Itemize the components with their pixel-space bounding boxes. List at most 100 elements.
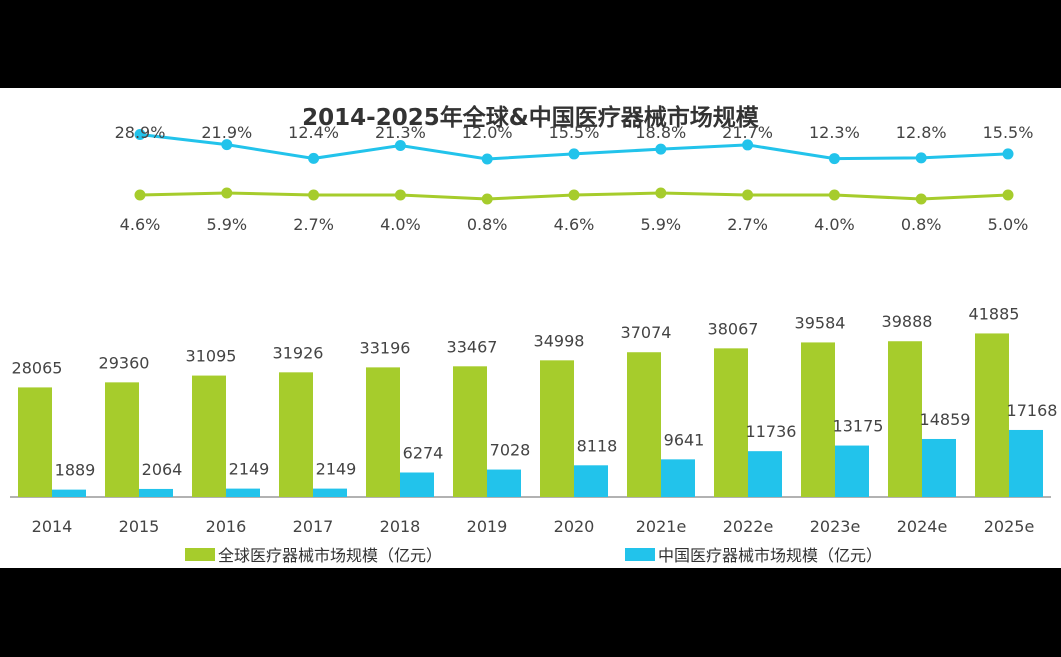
bar-global [366,367,400,497]
legend-label-global: 全球医疗器械市场规模（亿元） [218,546,443,565]
data-label-china: 7028 [490,441,531,460]
growth-china-label: 0.8% [901,215,942,234]
data-label-china: 14859 [920,410,971,429]
growth-global-label: 21.9% [201,123,252,142]
growth-china-label: 2.7% [293,215,334,234]
x-tick-label: 2015 [119,517,160,536]
bar-global [888,341,922,497]
data-label-china: 8118 [577,436,618,455]
data-label-global: 37074 [621,323,672,342]
bar-global [105,382,139,497]
bar-china [400,472,434,497]
growth-global-point [308,152,320,164]
data-label-china: 13175 [833,417,884,436]
data-label-china: 9641 [664,430,705,449]
bar-china [313,488,347,497]
bar-global [801,342,835,497]
bar-global [540,360,574,497]
x-tick-label: 2017 [293,517,334,536]
growth-china-point [915,193,927,205]
bar-global [453,366,487,497]
data-label-global: 31095 [186,347,237,366]
x-tick-label: 2016 [206,517,247,536]
growth-global-label: 28.9% [115,123,166,142]
data-label-global: 39888 [882,312,933,331]
growth-global-label: 12.4% [288,123,339,142]
growth-china-point [655,187,667,199]
x-tick-label: 2018 [380,517,421,536]
growth-china-point [394,189,406,201]
data-label-china: 17168 [1007,401,1058,420]
growth-china-point [221,187,233,199]
data-label-global: 34998 [534,331,585,350]
x-tick-label: 2025e [984,517,1035,536]
growth-china-label: 4.0% [380,215,421,234]
x-tick-label: 2014 [32,517,73,536]
bar-china [748,451,782,497]
growth-global-label: 15.5% [983,123,1034,142]
x-tick-label: 2019 [467,517,508,536]
growth-global-point [134,128,146,140]
data-label-global: 31926 [273,343,324,362]
growth-global-point [481,153,493,165]
bar-china [835,445,869,497]
growth-global-point [568,148,580,160]
legend-swatch-global [185,547,215,561]
data-label-global: 29360 [99,353,150,372]
growth-global-label: 18.8% [635,123,686,142]
bar-global [192,375,226,497]
data-label-global: 33467 [447,337,498,356]
growth-china-label: 2.7% [727,215,768,234]
growth-global-point [394,140,406,152]
growth-global-point [1002,148,1014,160]
data-label-china: 11736 [746,422,797,441]
growth-china-label: 5.0% [988,215,1029,234]
data-label-global: 33196 [360,338,411,357]
growth-china-label: 0.8% [467,215,508,234]
growth-global-label: 21.7% [722,123,773,142]
chart-svg: 28065 1889 2014 29360 2064 2015 31095 2149 2016 3… [10,123,1058,536]
growth-china-point [568,189,580,201]
chart-panel: 2014-2025年全球&中国医疗器械市场规模 28065 1889 2014 293… [0,88,1061,568]
x-tick-label: 2023e [810,517,861,536]
growth-global-label: 12.8% [896,123,947,142]
growth-china-point [481,193,493,205]
x-tick-label: 2022e [723,517,774,536]
legend: 全球医疗器械市场规模（亿元） 中国医疗器械市场规模（亿元） [0,542,1061,566]
growth-global-point [655,143,667,155]
legend-item-global: 全球医疗器械市场规模（亿元） [185,542,442,566]
growth-global-point [915,152,927,164]
data-label-china: 6274 [403,444,444,463]
growth-china-label: 4.0% [814,215,855,234]
growth-china-point [742,189,754,201]
data-label-china: 2149 [316,460,357,479]
bar-china [1009,429,1043,497]
bar-global [714,348,748,497]
data-label-china: 1889 [55,461,96,480]
bar-china [487,469,521,497]
data-label-china: 2064 [142,460,183,479]
bar-global [18,387,52,497]
bar-china [922,438,956,497]
growth-china-point [134,189,146,201]
growth-china-label: 4.6% [120,215,161,234]
legend-label-china: 中国医疗器械市场规模（亿元） [658,546,883,565]
growth-china-label: 5.9% [206,215,247,234]
legend-swatch-china [625,547,655,561]
growth-global-label: 12.3% [809,123,860,142]
growth-china-label: 4.6% [554,215,595,234]
data-label-global: 41885 [969,304,1020,323]
bar-china [661,459,695,497]
growth-global-label: 12.0% [462,123,513,142]
data-label-global: 28065 [12,358,63,377]
growth-china-point [1002,189,1014,201]
data-label-china: 2149 [229,460,270,479]
growth-global-point [742,139,754,151]
growth-china-point [828,189,840,201]
data-label-global: 39584 [795,313,846,332]
growth-china-label: 5.9% [640,215,681,234]
bar-china [139,488,173,497]
data-label-global: 38067 [708,319,759,338]
chart-title: 2014-2025年全球&中国医疗器械市场规模 [302,105,759,131]
growth-global-label: 15.5% [549,123,600,142]
